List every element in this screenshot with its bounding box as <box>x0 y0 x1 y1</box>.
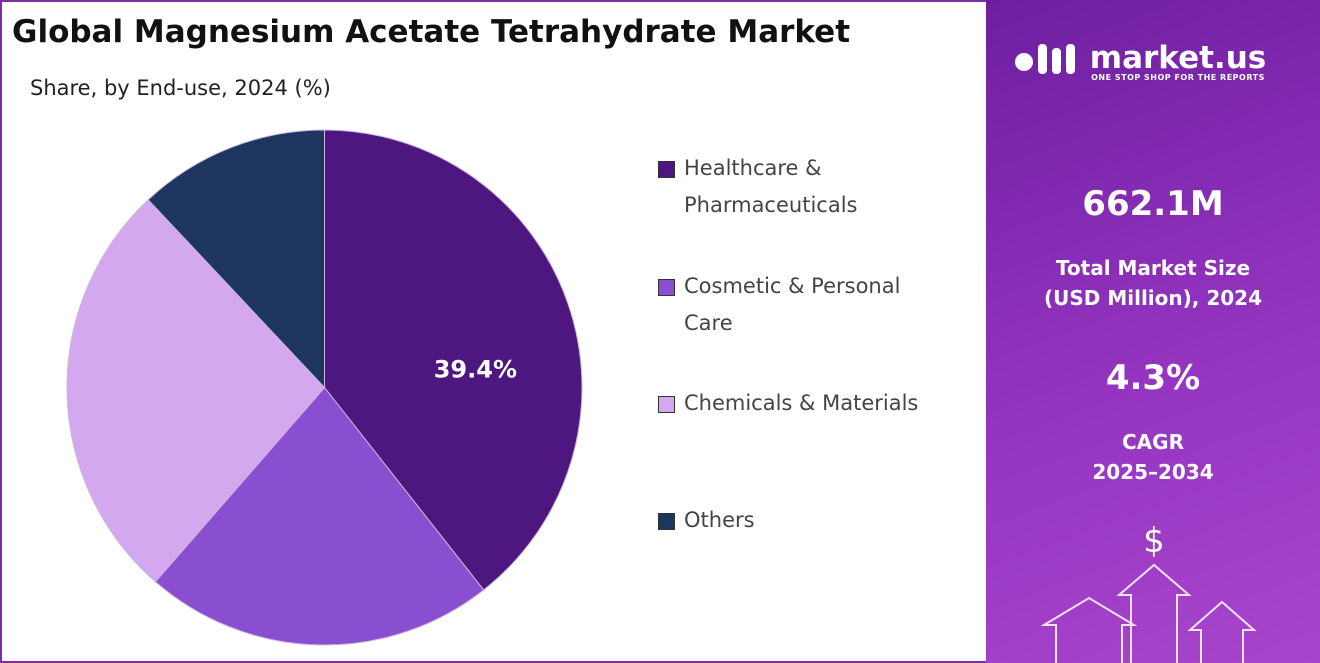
legend-item: Chemicals & Materials <box>658 385 958 422</box>
market-size: 662.1M <box>1082 184 1224 224</box>
chart-title: Global Magnesium Acetate Tetrahydrate Ma… <box>12 14 851 50</box>
cagr-label: 2025–2034 <box>1092 460 1214 484</box>
legend-label: Others <box>684 508 755 532</box>
legend-item: Cosmetic & Personal Care <box>658 268 958 342</box>
pie-slice <box>66 199 326 583</box>
brand: market.us <box>1089 40 1267 76</box>
legend-item: Healthcare & Pharmaceuticals <box>658 150 958 224</box>
cagr: 4.3% <box>1105 358 1201 398</box>
legend-label: Healthcare & Pharmaceuticals <box>684 156 858 217</box>
pie-chart: 39.4% <box>66 129 583 646</box>
legend-label: Chemicals & Materials <box>684 391 919 415</box>
panel-decor: $ <box>1015 44 1257 663</box>
market-size-label: Total Market Size <box>1055 256 1251 280</box>
svg-text:$: $ <box>1143 521 1165 561</box>
legend-swatch <box>658 279 675 296</box>
pie-slice <box>154 386 485 646</box>
pie-slice <box>324 129 583 591</box>
data-label: 39.4% <box>434 355 517 383</box>
chart-subtitle: Share, by End-use, 2024 (%) <box>30 76 331 100</box>
legend-swatch <box>658 396 675 413</box>
legend-label: Cosmetic & Personal Care <box>684 274 901 335</box>
tagline: ONE STOP SHOP FOR THE REPORTS <box>1091 73 1265 82</box>
pie-slice <box>147 129 325 389</box>
market-size-label: (USD Million), 2024 <box>1043 286 1263 310</box>
side-panel: $ <box>986 0 1320 663</box>
legend-item: Others <box>658 502 958 539</box>
cagr-label: CAGR <box>1122 430 1184 454</box>
legend-swatch <box>658 161 675 178</box>
legend-swatch <box>658 513 675 530</box>
